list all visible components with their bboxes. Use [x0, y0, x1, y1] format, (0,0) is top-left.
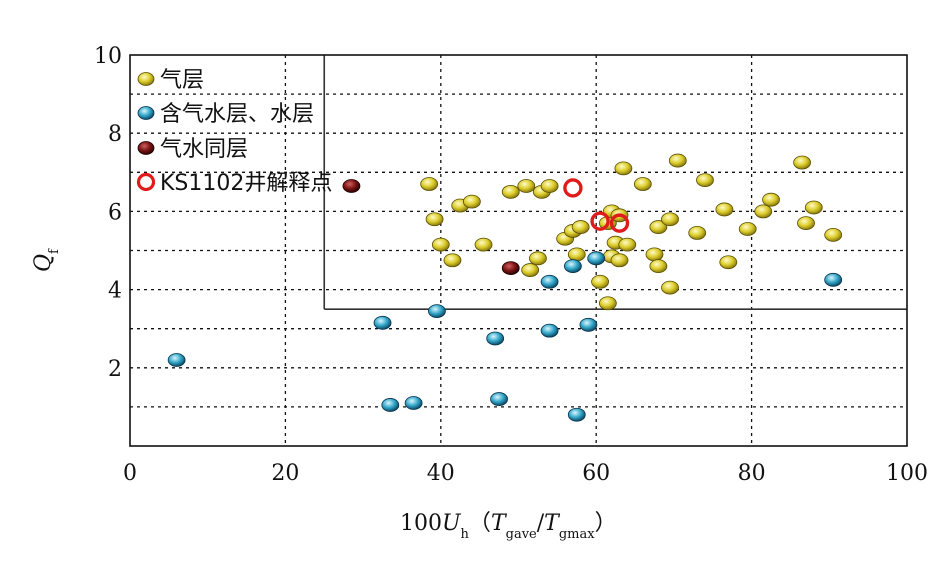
x-tick-label: 0: [123, 461, 137, 486]
gas-layer-point: [517, 179, 536, 193]
gas-layer-point: [649, 220, 668, 234]
water-layer-point: [373, 315, 392, 330]
x-tick-label: 40: [427, 461, 455, 486]
x-tick-labels: 0 20 40 60 80 100: [123, 461, 928, 486]
gas-layer-point: [688, 226, 707, 240]
water-layer-point: [824, 272, 843, 287]
water-layer-point: [428, 304, 446, 319]
cutoff-lines: [323, 55, 907, 310]
y-tick-label: 8: [108, 122, 122, 147]
x-label-open: （: [469, 511, 491, 536]
x-label-t1: T: [491, 511, 508, 536]
legend-label-ks1102: KS1102井解释点: [160, 171, 332, 196]
water-layer-point: [167, 353, 186, 367]
water-layer-point: [540, 323, 559, 338]
water-layer-point: [486, 331, 505, 346]
gas-layer-point: [425, 212, 444, 227]
water-layer-point: [567, 407, 586, 422]
legend-marker-gas-water: [137, 141, 155, 155]
gas-layer-point: [797, 216, 815, 231]
y-label-var: Q: [31, 254, 56, 272]
gas-layer-point: [591, 274, 609, 289]
y-tick-label: 6: [108, 200, 122, 225]
x-tick-label: 100: [886, 461, 928, 486]
gas-layer-point: [719, 255, 738, 270]
gas-layer-point: [661, 280, 679, 295]
water-layer-point: [563, 259, 582, 274]
gas-layer-point: [610, 253, 629, 268]
x-label-t2: T: [544, 511, 561, 536]
gas-layer-point: [618, 237, 637, 252]
gas-layer-point: [645, 247, 664, 262]
y-label-var-sub: f: [47, 248, 62, 254]
x-label-t1-sub: gave: [506, 527, 537, 542]
water-layer-point: [579, 317, 598, 332]
x-tick-label: 20: [271, 461, 299, 486]
gas-layer-point: [793, 155, 812, 170]
x-label-t2-sub: gmax: [559, 527, 595, 542]
legend-marker-ks1102: [136, 172, 156, 192]
y-axis-label: Qf: [31, 248, 62, 272]
legend-label-gas: 气层: [160, 68, 204, 93]
legend-label-water: 含气水层、水层: [160, 102, 314, 127]
gas-layer-point: [501, 184, 520, 199]
gas-layer-point: [649, 259, 668, 274]
y-tick-label: 4: [108, 279, 122, 304]
water-layer-point: [587, 251, 606, 266]
gas-layer-point: [661, 212, 679, 227]
water-layer-point: [540, 274, 559, 289]
water-layer-point: [404, 396, 423, 410]
legend: 气层 含气水层、水层 气水同层 KS1102井解释点: [136, 68, 332, 196]
x-label-var-sub: h: [461, 527, 470, 542]
x-tick-label: 80: [738, 461, 766, 486]
gas-layer-point: [598, 296, 617, 311]
gas-water-layer-point: [501, 261, 520, 275]
y-tick-label: 10: [94, 44, 122, 69]
y-tick-labels: 2 4 6 8 10: [94, 44, 122, 382]
gas-layer-point: [521, 263, 540, 277]
y-tick-label: 2: [108, 357, 122, 382]
gas-layer-point: [529, 251, 547, 266]
x-axis-label: 100Uh（Tgave/Tgmax）: [400, 511, 617, 542]
gas-layer-point: [696, 173, 714, 188]
x-label-var: U: [442, 511, 462, 536]
water-layer-point: [381, 398, 400, 412]
ks1102-point: [590, 211, 610, 231]
ks1102-point: [609, 213, 630, 233]
x-tick-label: 60: [582, 461, 610, 486]
data-points: [167, 153, 843, 422]
plot-frame: [129, 54, 908, 447]
gas-layer-point: [431, 237, 450, 252]
gas-layer-point: [462, 194, 481, 209]
gas-layer-point: [567, 247, 586, 262]
gas-layer-point: [738, 222, 757, 236]
gas-layer-point: [420, 177, 439, 191]
gas-layer-point: [754, 204, 773, 219]
gas-layer-point: [668, 153, 687, 168]
gas-layer-point: [715, 202, 734, 217]
gas-layer-point: [633, 177, 652, 191]
grid-lines: [130, 55, 907, 446]
x-label-close: ）: [595, 511, 617, 536]
gas-water-layer-point: [342, 179, 361, 193]
gas-layer-point: [804, 200, 823, 215]
legend-marker-gas: [137, 72, 155, 86]
x-label-slash: /: [537, 511, 545, 536]
legend-label-gas-water: 气水同层: [160, 137, 248, 162]
gas-layer-point: [474, 237, 493, 252]
gas-layer-point: [762, 192, 780, 207]
x-label-prefix: 100: [400, 511, 442, 536]
gas-layer-point: [824, 227, 843, 242]
legend-marker-water: [137, 106, 155, 120]
gas-layer-point: [614, 161, 633, 176]
gas-layer-point: [540, 179, 559, 193]
water-layer-point: [490, 392, 508, 406]
ks1102-point: [563, 178, 583, 198]
gas-layer-point: [571, 220, 590, 234]
gas-layer-point: [443, 253, 462, 268]
